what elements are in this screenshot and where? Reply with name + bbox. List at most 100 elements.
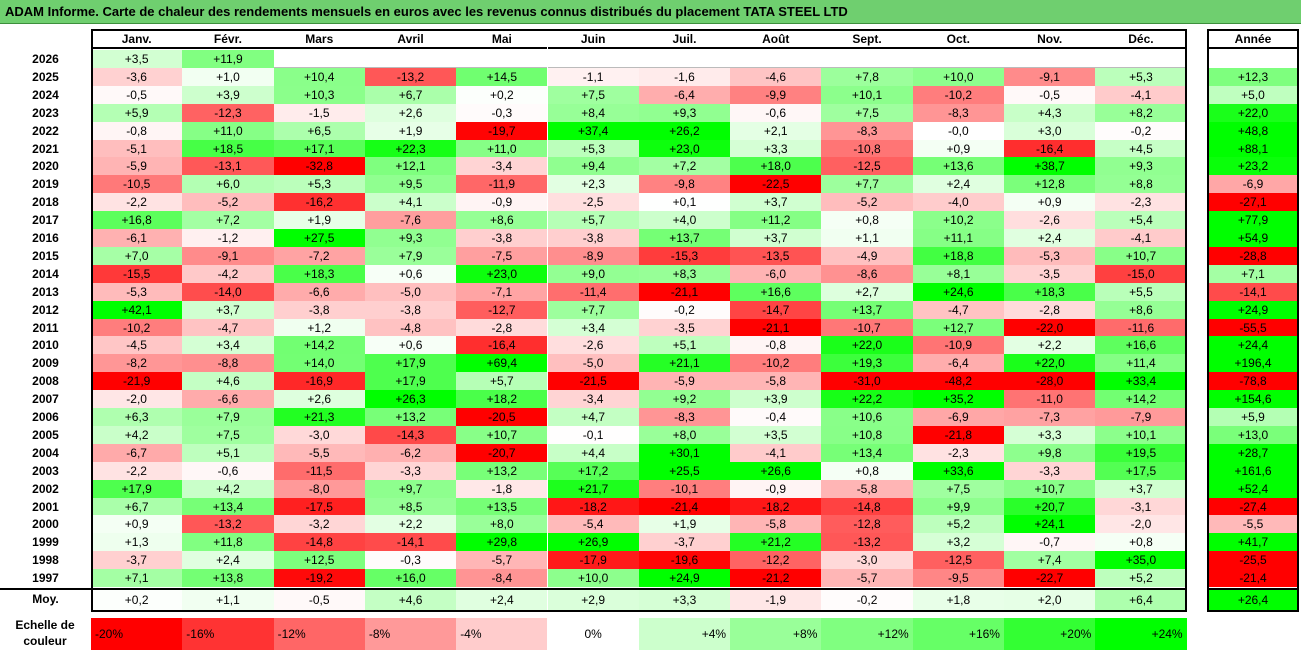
heatmap-cell: +6,5: [273, 121, 365, 140]
heatmap-cell: -5,1: [91, 139, 183, 158]
heatmap-cell: -5,3: [1004, 246, 1096, 265]
heatmap-cell: [364, 50, 457, 68]
heatmap-cell: -2,2: [91, 461, 183, 480]
year-label: 2019: [32, 177, 59, 192]
year-label: 2016: [32, 231, 59, 245]
heatmap-cell: +13,7: [821, 300, 913, 319]
month-header: Août: [730, 29, 822, 49]
heatmap-cell: +0,8: [821, 461, 913, 480]
heatmap-cell: -0,6: [730, 103, 822, 122]
heatmap-cell: +2,6: [364, 103, 457, 122]
heatmap-cell: +8,3: [638, 264, 731, 283]
average-cell: +1,1: [182, 590, 274, 610]
heatmap-cell: +17,5: [1095, 461, 1187, 480]
heatmap-cell: +17,9: [364, 354, 457, 373]
month-header: Avril: [364, 29, 457, 49]
heatmap-cell: -21,8: [912, 425, 1004, 444]
annee-cell: +23,2: [1207, 157, 1299, 176]
heatmap-cell: -2,6: [547, 336, 639, 355]
heatmap-cell: -11,9: [456, 175, 548, 194]
year-label: 2018: [32, 195, 59, 210]
heatmap-cell: +7,1: [91, 569, 183, 588]
heatmap-cell: -18,2: [730, 497, 822, 516]
scale-swatch: +12%: [821, 618, 913, 650]
heatmap-cell: -5,9: [638, 372, 731, 391]
annee-cell: +154,6: [1207, 390, 1299, 409]
heatmap-cell: -10,2: [730, 354, 822, 373]
scale-swatch: -20%: [91, 618, 183, 650]
average-cell: +2,0: [1004, 590, 1096, 610]
heatmap-cell: +7,8: [821, 67, 913, 86]
heatmap-cell: +3,5: [91, 50, 183, 68]
heatmap-cell: -21,1: [730, 318, 822, 337]
heatmap-cell: -4,1: [730, 443, 822, 462]
heatmap-cell: -5,7: [821, 569, 913, 588]
year-label: 2005: [32, 427, 59, 442]
heatmap-cell: +8,5: [364, 497, 457, 516]
heatmap-cell: -6,1: [91, 229, 183, 247]
heatmap-cell: +8,4: [547, 103, 639, 122]
heatmap-cell: +9,7: [364, 479, 457, 498]
heatmap-cell: +6,3: [91, 408, 183, 426]
month-header: Janv.: [91, 29, 183, 49]
annee-cell: +24,4: [1207, 336, 1299, 355]
heatmap-cell: -22,0: [1004, 318, 1096, 337]
heatmap-cell: -0,4: [730, 408, 822, 426]
heatmap-cell: +10,6: [821, 408, 913, 426]
heatmap-cell: -0,2: [1095, 121, 1187, 140]
heatmap-cell: +3,2: [912, 533, 1004, 552]
heatmap-cell: +13,2: [364, 408, 457, 426]
heatmap-cell: +16,6: [730, 282, 822, 301]
heatmap-cell: -4,0: [912, 193, 1004, 212]
heatmap-cell: -0,1: [547, 425, 639, 444]
year-label: 1997: [32, 571, 59, 586]
heatmap-cell: +2,2: [364, 515, 457, 534]
heatmap-cell: +19,3: [821, 354, 913, 373]
scale-swatch: -12%: [273, 618, 365, 650]
heatmap-cell: -12,5: [821, 157, 913, 176]
annee-cell: -27,4: [1207, 497, 1299, 516]
heatmap-cell: -5,4: [547, 515, 639, 534]
heatmap-cell: -32,8: [273, 157, 365, 176]
heatmap-cell: -3,8: [547, 229, 639, 247]
heatmap-cell: +18,0: [730, 157, 822, 176]
heatmap-cell: +4,4: [547, 443, 639, 462]
heatmap-cell: +16,8: [91, 211, 183, 230]
scale-swatch: -16%: [182, 618, 274, 650]
heatmap-cell: +2,6: [273, 390, 365, 409]
heatmap-cell: +1,9: [638, 515, 731, 534]
year-label: 2003: [32, 463, 59, 478]
heatmap-cell: -0,8: [730, 336, 822, 355]
heatmap-cell: +1,1: [821, 229, 913, 247]
heatmap-cell: +12,1: [364, 157, 457, 176]
heatmap-cell: +1,9: [273, 211, 365, 230]
heatmap-cell: -7,9: [1095, 408, 1187, 426]
year-label: 2014: [32, 266, 59, 281]
heatmap-cell: +3,3: [1004, 425, 1096, 444]
heatmap-cell: +7,5: [547, 85, 639, 104]
heatmap-cell: +1,2: [273, 318, 365, 337]
heatmap-cell: -3,0: [821, 551, 913, 570]
heatmap-cell: +2,1: [730, 121, 822, 140]
heatmap-cell: +11,9: [182, 50, 274, 68]
heatmap-cell: -8,3: [912, 103, 1004, 122]
heatmap-cell: +5,7: [547, 211, 639, 230]
heatmap-cell: +27,5: [273, 229, 365, 247]
heatmap-cell: -0,5: [1004, 85, 1096, 104]
heatmap-cell: +10,7: [1004, 479, 1096, 498]
heatmap-cell: -9,5: [912, 569, 1004, 588]
heatmap-cell: [821, 50, 913, 68]
heatmap-cell: +0,8: [1095, 533, 1187, 552]
heatmap-cell: +11,8: [182, 533, 274, 552]
heatmap-cell: +5,2: [912, 515, 1004, 534]
heatmap-cell: +5,3: [547, 139, 639, 158]
heatmap-cell: +16,6: [1095, 336, 1187, 355]
heatmap-cell: +3,7: [730, 193, 822, 212]
heatmap-cell: +11,0: [456, 139, 548, 158]
heatmap-cell: +3,9: [182, 85, 274, 104]
heatmap-cell: +10,1: [821, 85, 913, 104]
annee-cell: +24,9: [1207, 300, 1299, 319]
heatmap-cell: +7,5: [821, 103, 913, 122]
heatmap-cell: +2,3: [547, 175, 639, 194]
heatmap-cell: +0,8: [821, 211, 913, 230]
